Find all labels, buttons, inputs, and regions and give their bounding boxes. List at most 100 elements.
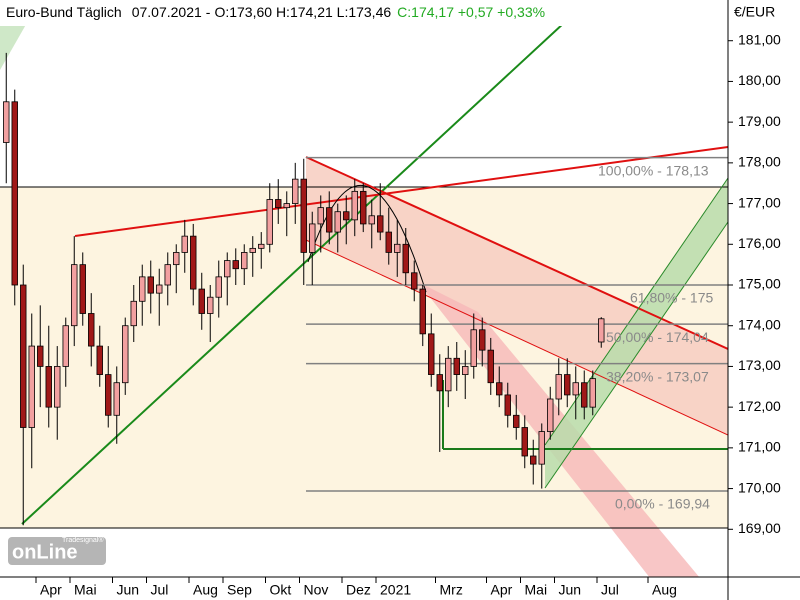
candle-body <box>181 235 188 253</box>
arc <box>307 184 427 293</box>
candle-body <box>402 243 409 274</box>
title: Euro-Bund Täglich <box>6 4 122 20</box>
fib-label: 0,00% - 169,94 <box>615 496 710 512</box>
candle-body <box>394 243 401 253</box>
fib-label: 38,20% - 173,07 <box>606 368 709 384</box>
x-tick-label: Jun <box>117 582 140 598</box>
candle-body <box>198 288 205 314</box>
drawings: 100,00% - 178,13 61,80% - 175 50,00% - 174… <box>0 0 728 577</box>
x-tick-label: Dez <box>346 582 371 598</box>
candle-body <box>113 382 120 416</box>
y-tick-label: 170,00 <box>738 479 781 495</box>
candle-body <box>3 101 10 143</box>
y-tick-label: 171,00 <box>738 439 781 455</box>
candle-body <box>122 325 129 384</box>
x-tick-label: Aug <box>652 582 677 598</box>
logo: onLine <box>12 541 78 563</box>
y-tick-label: 177,00 <box>738 194 781 210</box>
candle-body <box>368 215 375 225</box>
candle-body <box>241 252 248 270</box>
candle-body <box>555 374 562 400</box>
x-tick-label: Apr <box>40 582 62 598</box>
trend-line <box>21 21 566 525</box>
candle-body <box>351 190 358 221</box>
candle-body <box>232 260 239 270</box>
channel-fill <box>545 178 728 488</box>
fibonacci: 100,00% - 178,13 61,80% - 175 50,00% - 174… <box>306 156 728 512</box>
candle-body <box>309 223 316 253</box>
candle-body <box>496 382 503 396</box>
channel-line <box>305 239 728 436</box>
candle-body <box>564 374 571 396</box>
x-tick-label: Aug <box>193 582 218 598</box>
candle-body <box>54 366 61 408</box>
candle-body <box>538 431 545 465</box>
change: C:174,17 +0,57 +0,33% <box>397 4 545 20</box>
candle-body <box>292 178 299 204</box>
fib-label: 50,00% - 174,04 <box>606 329 709 345</box>
candle-body <box>190 235 197 290</box>
candle-body <box>164 264 171 286</box>
candle-body <box>419 288 426 335</box>
channel-line <box>544 221 728 489</box>
candle-body <box>37 345 44 367</box>
candle-body <box>479 329 486 351</box>
candle-body <box>462 366 469 375</box>
y-tick-label: 176,00 <box>738 235 781 251</box>
header: Euro-Bund Täglich 07.07.2021- O:173,60 H:1… <box>6 4 545 20</box>
x-tick-label: Mai <box>525 582 548 598</box>
y-tick-label: 169,00 <box>738 520 781 536</box>
candle-body <box>249 247 256 253</box>
candle-body <box>521 427 528 457</box>
y-tick-label: 173,00 <box>738 357 781 373</box>
candle-body <box>436 374 443 392</box>
logo-sub: Tradesignal® <box>62 536 104 544</box>
candle-body <box>334 211 341 233</box>
x-tick-label: Nov <box>304 582 329 598</box>
trend-line <box>74 146 728 237</box>
candle-body <box>147 276 154 294</box>
candle-body <box>105 374 112 416</box>
x-tick-label: Mrz <box>440 582 463 598</box>
candle-body <box>96 345 103 375</box>
candle-body <box>453 357 460 375</box>
candle-body <box>215 276 222 298</box>
candle-body <box>377 215 384 233</box>
candle-body <box>139 276 146 302</box>
candle-body <box>513 414 520 428</box>
candle-body <box>411 272 418 290</box>
header-bg <box>0 0 665 26</box>
candle-body <box>589 378 596 408</box>
ohlc: O:173,60 H:174,21 L:173,46 <box>214 4 391 20</box>
unit: €/EUR <box>734 4 775 20</box>
x-tick-label: Jun <box>559 582 582 598</box>
candle-body <box>504 394 511 416</box>
x-tick-label: Apr <box>491 582 513 598</box>
candle-body <box>224 260 231 278</box>
candle-body <box>130 300 137 327</box>
fib-label: 61,80% - 175 <box>630 290 713 306</box>
candle-body <box>258 243 265 249</box>
y-tick-label: 178,00 <box>738 154 781 170</box>
x-tick-label: Mai <box>74 582 97 598</box>
candle-body <box>45 366 52 408</box>
candle-body <box>79 264 86 314</box>
candle-body <box>20 284 27 428</box>
x-tick-label: Sep <box>227 582 252 598</box>
candle-body <box>470 329 477 367</box>
candle-body <box>530 455 537 465</box>
candle-body <box>88 313 95 347</box>
candle-body <box>547 398 554 432</box>
candle-body <box>445 357 452 392</box>
candle-body <box>275 199 282 209</box>
candle-body <box>71 264 78 327</box>
axes: 169,00 170,00 171,00 172,00 173,00 174,00 175,… <box>35 31 781 598</box>
candle-body <box>207 296 214 314</box>
candle-body <box>28 345 35 428</box>
candle-body <box>487 349 494 384</box>
candle-body <box>581 382 588 408</box>
candle-body <box>598 318 605 343</box>
candle-body <box>300 178 307 253</box>
fib-label: 100,00% - 178,13 <box>598 162 709 178</box>
